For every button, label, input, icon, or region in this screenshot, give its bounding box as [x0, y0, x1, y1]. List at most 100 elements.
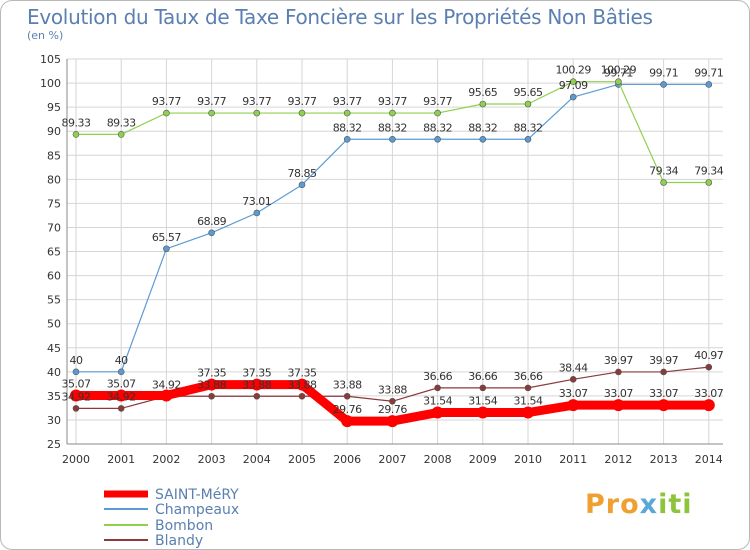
series-point-1 — [115, 389, 128, 402]
series-point-1 — [657, 399, 670, 412]
data-label: 36.66 — [514, 370, 543, 383]
y-tick-label: 55 — [47, 294, 61, 307]
series-point-4 — [253, 392, 261, 400]
series-point-1 — [160, 389, 173, 402]
series-point-3 — [479, 100, 487, 108]
data-label: 88.32 — [333, 121, 362, 134]
data-label: 93.77 — [152, 95, 181, 108]
data-label: 89.33 — [62, 116, 91, 129]
data-label: 93.77 — [288, 95, 317, 108]
data-label: 93.77 — [378, 95, 407, 108]
series-point-2 — [389, 135, 396, 143]
data-label: 37.35 — [242, 367, 271, 380]
y-tick-label: 85 — [47, 149, 61, 162]
data-label: 93.77 — [242, 95, 271, 108]
y-tick-label: 45 — [47, 342, 61, 355]
proxiti-logo: Proxiti — [585, 489, 693, 520]
data-label: 40 — [115, 354, 128, 367]
x-tick-label: 2002 — [152, 453, 180, 466]
data-label: 95.65 — [468, 86, 497, 99]
data-label: 34.92 — [152, 378, 181, 391]
legend-label: Blandy — [155, 533, 203, 549]
y-tick-label: 95 — [47, 101, 61, 114]
series-point-2 — [163, 245, 170, 253]
y-tick-label: 35 — [47, 390, 61, 403]
data-label: 37.35 — [197, 367, 226, 380]
series-point-1 — [431, 406, 444, 419]
series-point-2 — [569, 93, 577, 101]
data-label: 68.89 — [197, 215, 226, 228]
data-label: 93.77 — [333, 95, 362, 108]
data-label: 93.77 — [197, 95, 226, 108]
y-tick-label: 75 — [47, 197, 61, 210]
data-label: 31.54 — [423, 395, 452, 408]
series-point-4 — [117, 405, 125, 412]
series-point-3 — [660, 179, 667, 186]
series-point-4 — [434, 384, 441, 392]
data-label: 78.85 — [288, 167, 317, 180]
series-point-3 — [253, 109, 261, 117]
series-point-2 — [72, 368, 80, 376]
series-point-3 — [163, 109, 170, 117]
data-label: 89.33 — [107, 116, 136, 129]
data-label: 29.76 — [333, 403, 362, 416]
series-point-2 — [660, 81, 667, 88]
x-tick-label: 2009 — [469, 453, 497, 466]
series-point-3 — [72, 131, 80, 138]
x-tick-label: 2011 — [559, 453, 587, 466]
data-label: 33.88 — [378, 383, 407, 396]
series-point-1 — [341, 415, 354, 428]
series-point-4 — [208, 392, 215, 400]
series-point-4 — [569, 376, 577, 383]
legend-label: Champeaux — [155, 502, 239, 518]
series-point-4 — [524, 384, 532, 392]
series-point-4 — [343, 392, 351, 400]
y-tick-label: 60 — [47, 270, 61, 283]
data-label: 37.35 — [288, 367, 317, 380]
chart-title: Evolution du Taux de Taxe Foncière sur l… — [27, 5, 653, 29]
data-label: 99.71 — [649, 66, 678, 79]
series-point-4 — [479, 384, 487, 392]
data-label: 65.57 — [152, 231, 181, 244]
data-label: 99.71 — [694, 66, 723, 79]
x-tick-label: 2012 — [604, 453, 632, 466]
series-point-3 — [298, 109, 306, 117]
data-label: 100.29 — [555, 64, 591, 77]
data-label: 33.88 — [333, 378, 362, 391]
y-tick-label: 100 — [40, 77, 61, 90]
data-label: 34.92 — [62, 390, 91, 403]
series-point-2 — [298, 181, 306, 189]
data-label: 35.07 — [62, 378, 91, 391]
data-label: 39.97 — [604, 354, 633, 367]
data-label: 79.34 — [694, 164, 723, 177]
x-tick-label: 2005 — [288, 453, 316, 466]
series-point-4 — [298, 392, 306, 400]
y-tick-label: 65 — [47, 246, 61, 259]
series-point-4 — [705, 363, 713, 371]
data-label: 38.44 — [559, 361, 588, 374]
series-point-3 — [117, 131, 125, 138]
series-point-1 — [205, 378, 218, 391]
series-point-1 — [612, 399, 625, 412]
series-point-2 — [479, 135, 487, 143]
data-label: 31.54 — [514, 395, 543, 408]
y-tick-label: 70 — [47, 221, 61, 234]
data-label: 73.01 — [242, 195, 271, 208]
series-point-1 — [70, 389, 82, 402]
series-point-2 — [343, 135, 351, 143]
x-tick-label: 2013 — [650, 453, 678, 466]
data-label: 33.88 — [288, 378, 317, 391]
data-label: 33.88 — [242, 378, 271, 391]
series-point-4 — [72, 405, 80, 412]
data-label: 88.32 — [423, 121, 452, 134]
series-point-2 — [524, 135, 532, 143]
series-point-1 — [386, 415, 399, 428]
data-label: 40.97 — [694, 349, 723, 362]
series-point-3 — [615, 78, 622, 85]
series-point-3 — [524, 100, 532, 108]
series-point-1 — [702, 399, 715, 412]
legend-label: SAINT-MéRY — [155, 487, 239, 503]
x-tick-label: 2014 — [695, 453, 723, 466]
series-point-4 — [389, 397, 396, 405]
